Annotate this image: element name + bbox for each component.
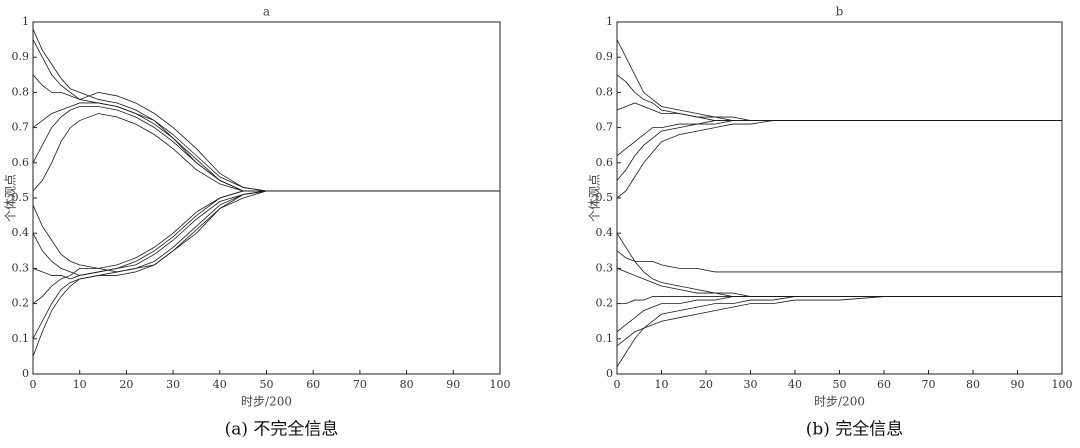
y-tick-label: 0.5 bbox=[596, 191, 614, 204]
chart-title: b bbox=[836, 5, 844, 19]
caption: (b) 完全信息 bbox=[806, 420, 904, 440]
x-tick-label: 20 bbox=[119, 378, 133, 391]
x-tick-label: 90 bbox=[446, 378, 460, 391]
y-tick-label: 0.3 bbox=[596, 261, 614, 274]
y-tick-label: 0.1 bbox=[12, 332, 30, 345]
y-axis-label: 个体观点 bbox=[4, 174, 18, 222]
x-axis-label: 时步/200 bbox=[241, 395, 292, 409]
trajectory bbox=[32, 28, 500, 192]
y-tick-label: 0.2 bbox=[596, 297, 614, 310]
x-tick-label: 40 bbox=[213, 378, 227, 391]
trajectory bbox=[616, 120, 1062, 181]
x-tick-label: 0 bbox=[30, 378, 37, 391]
x-tick-label: 10 bbox=[73, 378, 87, 391]
trajectory bbox=[32, 190, 500, 280]
y-axis-label: 个体观点 bbox=[588, 174, 602, 222]
trajectory bbox=[616, 232, 1062, 297]
x-tick-label: 60 bbox=[877, 378, 891, 391]
x-tick-label: 0 bbox=[614, 378, 621, 391]
y-tick-label: 0.8 bbox=[596, 85, 614, 98]
trajectory bbox=[616, 74, 1062, 121]
trajectory bbox=[32, 39, 500, 192]
y-tick-label: 0 bbox=[606, 367, 613, 380]
x-tick-label: 70 bbox=[353, 378, 367, 391]
y-tick-label: 0 bbox=[22, 367, 29, 380]
y-tick-label: 0.7 bbox=[12, 121, 30, 134]
x-tick-label: 50 bbox=[260, 378, 274, 391]
x-tick-label: 80 bbox=[400, 378, 414, 391]
y-tick-label: 0.5 bbox=[12, 191, 30, 204]
trajectory bbox=[616, 296, 1062, 347]
plot-frame bbox=[616, 21, 1063, 375]
trajectory bbox=[616, 268, 1062, 297]
x-tick-label: 30 bbox=[744, 378, 758, 391]
y-tick-label: 0.7 bbox=[596, 121, 614, 134]
y-tick-label: 0.6 bbox=[12, 156, 30, 169]
trajectory bbox=[616, 120, 1062, 157]
trajectory bbox=[32, 102, 500, 192]
trajectory bbox=[616, 296, 1062, 368]
trajectory bbox=[32, 190, 500, 357]
y-tick-label: 0.9 bbox=[596, 50, 614, 63]
x-tick-label: 100 bbox=[490, 378, 511, 391]
trajectory bbox=[32, 190, 500, 304]
y-tick-label: 0.4 bbox=[596, 226, 614, 239]
y-tick-label: 0.9 bbox=[12, 50, 30, 63]
x-tick-label: 100 bbox=[1052, 378, 1073, 391]
x-tick-label: 50 bbox=[833, 378, 847, 391]
x-tick-label: 60 bbox=[306, 378, 320, 391]
x-tick-label: 80 bbox=[966, 378, 980, 391]
trajectory bbox=[616, 39, 1062, 121]
trajectory bbox=[32, 190, 500, 269]
x-tick-label: 10 bbox=[655, 378, 669, 391]
chart-title: a bbox=[263, 5, 270, 19]
trajectory bbox=[32, 113, 500, 192]
trajectory bbox=[32, 74, 500, 192]
trajectory bbox=[616, 296, 1062, 333]
y-tick-label: 0.1 bbox=[596, 332, 614, 345]
trajectory bbox=[32, 190, 500, 276]
y-tick-label: 0.4 bbox=[12, 226, 30, 239]
x-tick-label: 20 bbox=[699, 378, 713, 391]
trajectory bbox=[32, 190, 500, 339]
y-tick-label: 0.2 bbox=[12, 297, 30, 310]
y-tick-label: 0.3 bbox=[12, 261, 30, 274]
x-tick-label: 40 bbox=[788, 378, 802, 391]
trajectory bbox=[616, 250, 1062, 273]
trajectory bbox=[32, 106, 500, 192]
x-tick-label: 70 bbox=[922, 378, 936, 391]
x-tick-label: 30 bbox=[166, 378, 180, 391]
x-axis-label: 时步/200 bbox=[814, 395, 865, 409]
plot-frame bbox=[32, 21, 501, 375]
y-tick-label: 0.6 bbox=[596, 156, 614, 169]
x-tick-label: 90 bbox=[1011, 378, 1025, 391]
caption: (a) 不完全信息 bbox=[225, 420, 339, 440]
trajectory bbox=[616, 102, 1062, 121]
y-tick-label: 1 bbox=[606, 15, 613, 28]
y-tick-label: 1 bbox=[22, 15, 29, 28]
trajectory bbox=[616, 120, 1062, 199]
y-tick-label: 0.8 bbox=[12, 85, 30, 98]
